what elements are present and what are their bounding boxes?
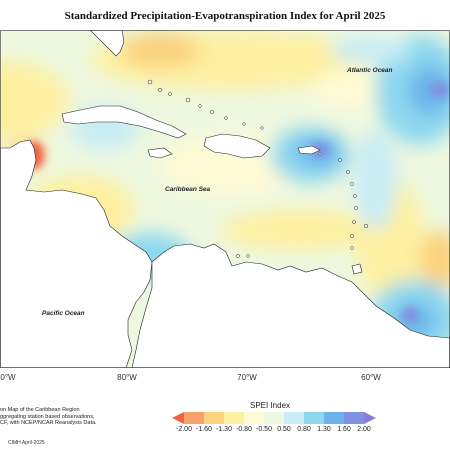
legend-label: -0.80 [236, 426, 252, 433]
legend-label: -1.60 [196, 426, 212, 433]
wet-zone-atlantic-core [408, 65, 450, 115]
legend-label: 0.80 [297, 426, 311, 433]
legend-swatch [344, 412, 365, 424]
legend-label: 0.50 [277, 426, 291, 433]
land-trinidad [351, 263, 363, 275]
dry-zone-venezuela [220, 210, 380, 250]
legend-label: -0.50 [256, 426, 272, 433]
land-south-america [131, 243, 450, 368]
lon-tick-3: 60°W [361, 373, 381, 382]
land-central-america [0, 139, 153, 368]
label-pacific-ocean: Pacific Ocean [42, 310, 85, 317]
legend-swatch-min [172, 412, 184, 424]
land-hispaniola [203, 133, 271, 159]
legend-label: 1.30 [317, 426, 331, 433]
date-stamp: CIMH April-2025 [8, 440, 45, 446]
credit-line: on Map of the Caribbean Region [0, 407, 80, 413]
label-caribbean-sea: Caribbean Sea [165, 186, 211, 193]
label-atlantic-ocean: Atlantic Ocean [346, 67, 393, 74]
wet-spot-atlantic [430, 82, 450, 98]
land-cuba [61, 105, 187, 139]
wet-zone-islands-east [353, 130, 397, 230]
legend-swatch [184, 412, 205, 424]
dry-zone-west [0, 60, 70, 140]
legend-swatch [204, 412, 225, 424]
land-florida [89, 30, 125, 57]
credit-text: on Map of the Caribbean Region ggregatin… [0, 407, 97, 427]
lon-tick-1: 80°W [117, 373, 137, 382]
wet-zone-atlantic-mid [330, 36, 410, 64]
lon-tick-2: 70°W [237, 373, 257, 382]
legend-swatch [244, 412, 265, 424]
legend-colorbar [172, 412, 376, 424]
legend-swatch [284, 412, 305, 424]
legend-label: 2.00 [357, 426, 371, 433]
legend-swatch-max [364, 412, 376, 424]
legend-swatch [224, 412, 245, 424]
lon-tick-0: 0°W [0, 373, 16, 382]
legend-label: 1.60 [337, 426, 351, 433]
legend-label: -1.30 [216, 426, 232, 433]
legend-swatch [304, 412, 325, 424]
legend-swatch [324, 412, 345, 424]
island-chain [147, 79, 369, 258]
land-puerto-rico [297, 145, 321, 155]
dry-zone-east-core [420, 230, 450, 290]
legend-label: -2.00 [176, 426, 192, 433]
map-title: Standardized Precipitation-Evapotranspir… [64, 10, 386, 22]
spei-map: Atlantic Ocean Caribbean Sea Pacific Oce… [0, 30, 450, 368]
dry-zone-north-core [120, 32, 200, 68]
credit-line: CF, with NCEP/NCAR Reanalysis Data. [0, 420, 97, 426]
legend-title: SPEI Index [250, 401, 291, 410]
land-masses [0, 30, 450, 368]
legend-swatch [264, 412, 285, 424]
wet-spot-guiana [402, 307, 418, 323]
land-jamaica [147, 147, 173, 159]
credit-line: ggregating station based observations, [0, 413, 95, 420]
